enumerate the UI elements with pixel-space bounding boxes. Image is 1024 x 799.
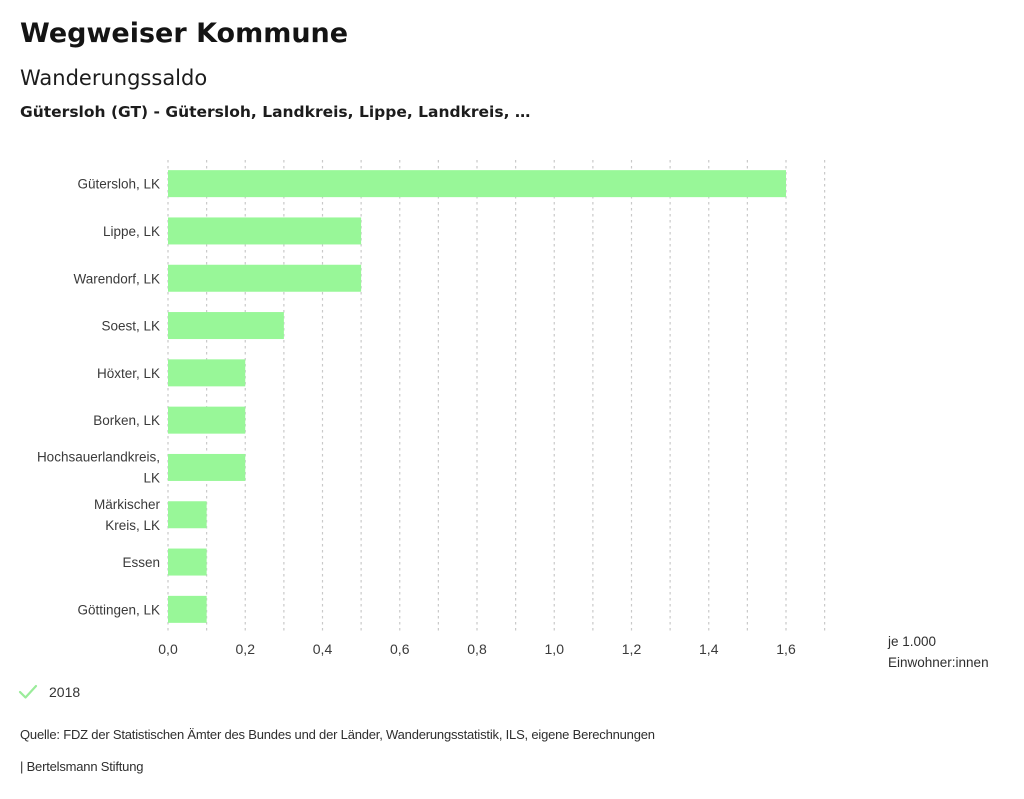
chart-bar-9[interactable] xyxy=(168,595,207,623)
category-label: Gütersloh, LK xyxy=(77,177,160,192)
x-tick-label: 1,4 xyxy=(699,641,719,657)
category-label: Höxter, LK xyxy=(97,366,160,381)
category-label: Essen xyxy=(122,555,160,570)
chart-bar-2[interactable] xyxy=(168,264,362,292)
axis-unit-label: je 1.000 xyxy=(887,634,936,649)
category-label: Warendorf, LK xyxy=(73,271,160,286)
chart-bar-6[interactable] xyxy=(168,453,246,481)
x-tick-label: 1,6 xyxy=(776,641,796,657)
chart-subtitle: Gütersloh (GT) - Gütersloh, Landkreis, L… xyxy=(20,103,531,121)
legend-year-label: 2018 xyxy=(49,684,81,700)
x-tick-label: 0,0 xyxy=(158,641,178,657)
axis-unit-label: Einwohner:innen xyxy=(888,655,989,670)
legend-item-2018[interactable]: 2018 xyxy=(18,684,80,700)
x-tick-label: 0,4 xyxy=(313,641,333,657)
x-tick-label: 1,2 xyxy=(622,641,642,657)
check-icon xyxy=(18,684,38,699)
category-label: Lippe, LK xyxy=(103,224,160,239)
category-label: LK xyxy=(143,470,160,485)
category-label: Hochsauerlandkreis, xyxy=(37,449,160,464)
category-label: Göttingen, LK xyxy=(77,602,160,617)
attribution-text: | Bertelsmann Stiftung xyxy=(20,759,144,774)
chart-bar-3[interactable] xyxy=(168,312,284,340)
x-tick-label: 0,8 xyxy=(467,641,487,657)
chart-bar-5[interactable] xyxy=(168,406,246,434)
category-label: Märkischer xyxy=(94,497,161,512)
chart-bar-4[interactable] xyxy=(168,359,246,387)
category-label: Kreis, LK xyxy=(105,518,160,533)
source-text: Quelle: FDZ der Statistischen Ämter des … xyxy=(20,727,655,742)
brand-title: Wegweiser Kommune xyxy=(20,18,349,49)
chart-bar-1[interactable] xyxy=(168,217,362,245)
chart-bar-7[interactable] xyxy=(168,501,207,529)
chart-bar-0[interactable] xyxy=(168,170,786,198)
page-title: Wanderungssaldo xyxy=(20,66,208,90)
x-tick-label: 1,0 xyxy=(545,641,565,657)
x-tick-label: 0,2 xyxy=(236,641,256,657)
x-tick-label: 0,6 xyxy=(390,641,410,657)
category-label: Borken, LK xyxy=(93,413,160,428)
chart-bar-8[interactable] xyxy=(168,548,207,576)
category-label: Soest, LK xyxy=(101,319,160,334)
